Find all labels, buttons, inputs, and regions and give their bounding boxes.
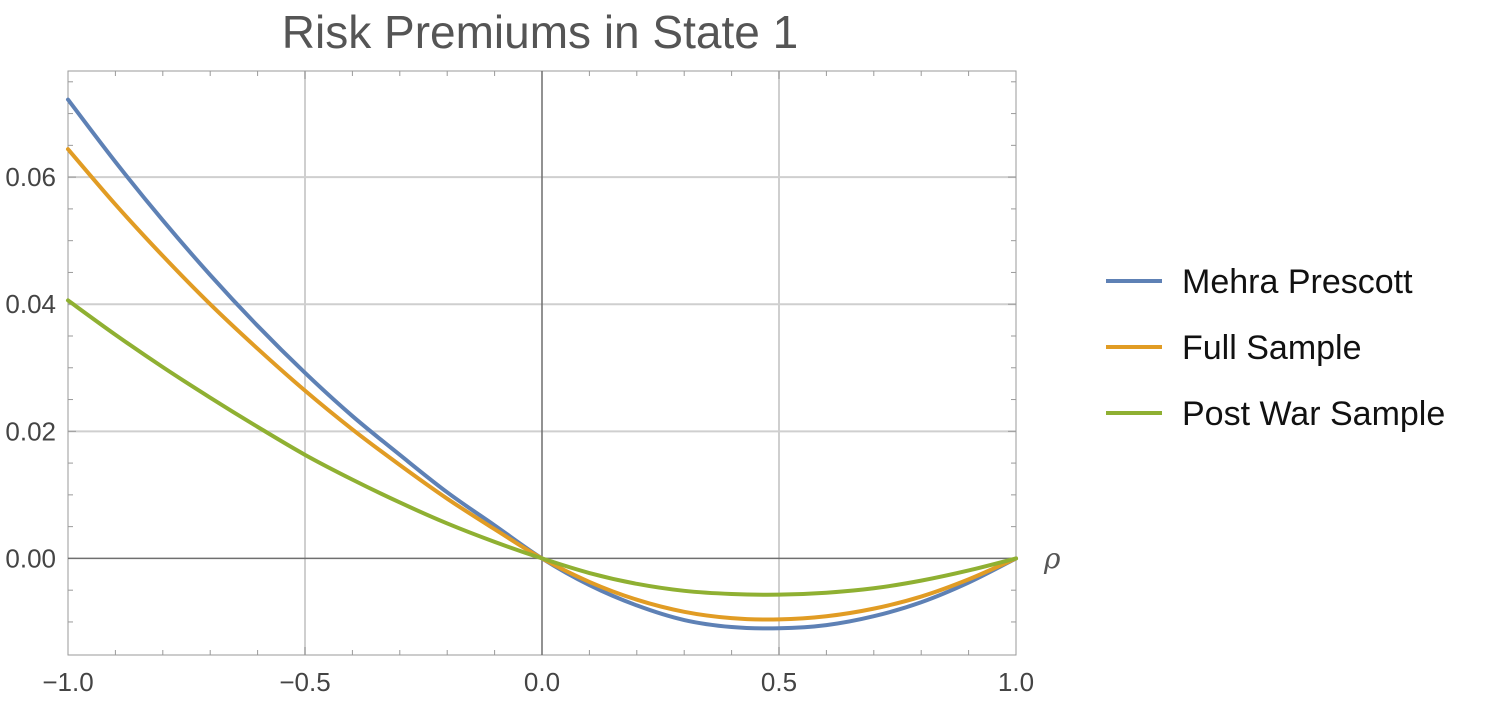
tick-labels: −1.0 −0.5 0.0 0.5 1.0 0.00 0.02 0.04 0.06 [5, 162, 1034, 697]
y-tick-label: 0.06 [5, 162, 56, 192]
legend-item-mehra-prescott: Mehra Prescott [1106, 263, 1413, 301]
legend-item-full-sample: Full Sample [1106, 329, 1362, 367]
legend-label: Full Sample [1182, 329, 1362, 367]
legend: Mehra Prescott Full Sample Post War Sample [1106, 263, 1445, 433]
series-layer [66, 97, 1018, 631]
x-tick-label: −1.0 [42, 667, 93, 697]
x-axis-label: ρ [1043, 542, 1061, 575]
chart-title: Risk Premiums in State 1 [282, 6, 798, 58]
x-tick-label: 1.0 [998, 667, 1034, 697]
series-line-post-war-sample [66, 298, 1018, 597]
y-tick-label: 0.00 [5, 543, 56, 573]
plot-frame [67, 70, 1017, 656]
legend-item-post-war-sample: Post War Sample [1106, 395, 1445, 433]
legend-label: Mehra Prescott [1182, 263, 1413, 301]
y-tick-label: 0.02 [5, 416, 56, 446]
x-tick-label: 0.5 [761, 667, 797, 697]
legend-label: Post War Sample [1182, 395, 1445, 433]
x-tick-label: −0.5 [279, 667, 330, 697]
x-tick-label: 0.0 [524, 667, 560, 697]
y-tick-label: 0.04 [5, 289, 56, 319]
